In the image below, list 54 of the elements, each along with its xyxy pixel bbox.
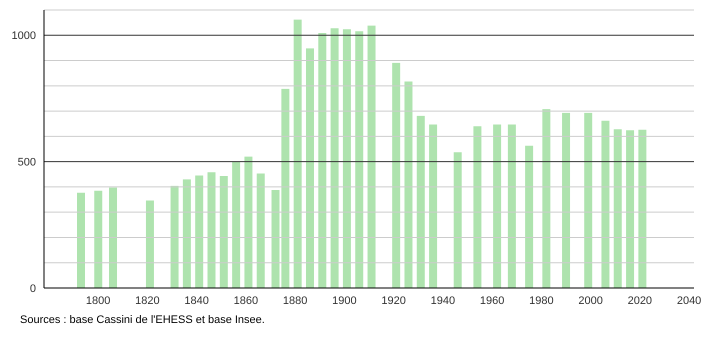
bar	[256, 174, 265, 288]
bar	[392, 62, 400, 288]
bar	[508, 124, 516, 288]
bar	[342, 29, 351, 288]
bar	[638, 130, 646, 288]
bar	[330, 28, 339, 288]
bar	[416, 116, 425, 288]
y-tick-label: 500	[18, 156, 36, 169]
bar	[626, 130, 634, 288]
bar	[232, 162, 240, 288]
x-tick-label: 1880	[282, 294, 308, 307]
bar	[584, 112, 592, 288]
bar	[109, 188, 118, 288]
bar	[220, 176, 228, 288]
y-tick-label: 1000	[12, 30, 36, 42]
bar	[542, 109, 550, 288]
source-note: Sources : base Cassini de l'EHESS et base Insee.	[20, 314, 266, 326]
bar	[170, 186, 179, 288]
bar	[195, 176, 204, 288]
bar	[493, 124, 502, 288]
bar	[601, 120, 610, 288]
bar	[306, 48, 314, 288]
x-tick-label: 1820	[135, 294, 160, 307]
x-tick-label: 1920	[381, 294, 406, 307]
bar	[355, 31, 364, 288]
x-tick-label: 1940	[430, 294, 456, 307]
x-tick-label: 2040	[676, 294, 702, 307]
bar	[146, 200, 154, 288]
bar	[77, 192, 86, 288]
bar	[429, 124, 438, 288]
x-tick-label: 2000	[578, 294, 603, 307]
bar	[182, 179, 191, 288]
bar	[272, 190, 280, 288]
bar	[614, 129, 622, 288]
x-tick-label: 2020	[628, 294, 652, 307]
bar	[525, 146, 534, 288]
bar	[318, 33, 326, 288]
bar	[94, 190, 102, 288]
bar	[404, 82, 412, 288]
x-tick-label: 1980	[529, 294, 554, 307]
bar	[562, 112, 570, 288]
x-tick-label: 1860	[234, 294, 258, 307]
x-tick-label: 1800	[86, 294, 110, 307]
bar	[454, 152, 462, 288]
y-tick-label: 0	[30, 282, 36, 295]
bar	[368, 26, 376, 288]
bar	[244, 156, 252, 288]
x-tick-label: 1900	[332, 294, 357, 307]
x-tick-label: 1960	[480, 294, 504, 307]
x-tick-label: 1840	[184, 294, 209, 307]
bar	[281, 88, 290, 288]
bar	[208, 172, 216, 288]
bar	[473, 126, 482, 288]
bar	[294, 20, 302, 288]
